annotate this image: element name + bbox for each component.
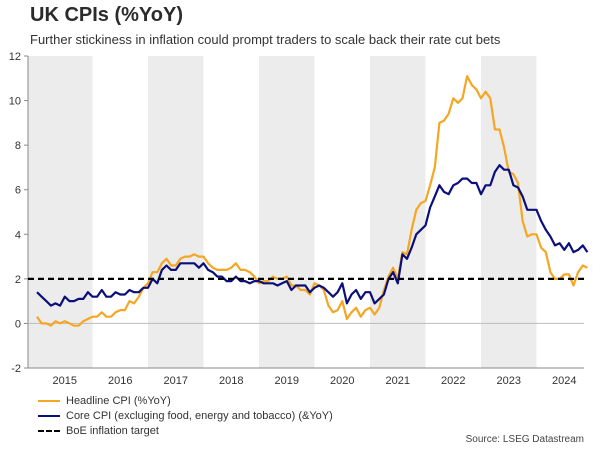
chart-plot: -2 0 2 4 6 8 10 12 2015 2016 2017 2018 2019 2020 2021 2… bbox=[9, 51, 589, 387]
chart-legend: Headline CPI (%YoY) Core CPI (excluging … bbox=[38, 394, 333, 439]
legend-swatch-core bbox=[38, 415, 60, 417]
y-tick-label: 4 bbox=[15, 229, 21, 241]
legend-label-core: Core CPI (excluging food, energy and tob… bbox=[66, 410, 333, 422]
x-tick-label: 2015 bbox=[53, 375, 77, 387]
legend-item-target: BoE inflation target bbox=[38, 424, 333, 438]
tick-labels: -2 0 2 4 6 8 10 12 2015 2016 2017 2018 2019 2020 2021 2… bbox=[9, 51, 577, 387]
x-tick-label: 2018 bbox=[219, 375, 243, 387]
source-note: Source: LSEG Datastream bbox=[465, 434, 584, 445]
y-tick-label: 8 bbox=[15, 140, 21, 152]
y-tick-label: -2 bbox=[11, 363, 21, 375]
y-tick-label: 0 bbox=[15, 318, 21, 330]
x-tick-label: 2020 bbox=[330, 375, 354, 387]
chart-axes bbox=[24, 55, 584, 369]
x-tick-label: 2017 bbox=[164, 375, 188, 387]
core-cpi-line bbox=[36, 164, 589, 307]
y-tick-label: 10 bbox=[9, 96, 21, 108]
legend-item-core: Core CPI (excluging food, energy and tob… bbox=[38, 409, 333, 423]
x-tick-label: 2022 bbox=[441, 375, 465, 387]
y-tick-label: 6 bbox=[15, 185, 21, 197]
x-tick-label: 2023 bbox=[497, 375, 521, 387]
legend-label-headline: Headline CPI (%YoY) bbox=[66, 395, 171, 407]
year-band bbox=[148, 56, 204, 368]
year-bands bbox=[28, 56, 537, 368]
y-tick-label: 12 bbox=[9, 51, 21, 63]
legend-label-target: BoE inflation target bbox=[66, 425, 159, 437]
chart-title: UK CPIs (%YoY) bbox=[30, 4, 183, 26]
chart-subtitle: Further stickiness in inflation could pr… bbox=[30, 32, 501, 47]
y-tick-label: 2 bbox=[15, 274, 21, 286]
year-band bbox=[28, 56, 93, 368]
legend-swatch-target bbox=[38, 430, 60, 432]
x-tick-label: 2021 bbox=[386, 375, 410, 387]
legend-swatch-headline bbox=[38, 400, 60, 402]
chart-series bbox=[28, 75, 589, 327]
legend-item-headline: Headline CPI (%YoY) bbox=[38, 394, 333, 408]
x-tick-label: 2024 bbox=[552, 375, 576, 387]
x-tick-label: 2019 bbox=[275, 375, 299, 387]
x-tick-label: 2016 bbox=[108, 375, 132, 387]
year-band bbox=[481, 56, 537, 368]
year-band bbox=[370, 56, 426, 368]
year-band bbox=[259, 56, 315, 368]
